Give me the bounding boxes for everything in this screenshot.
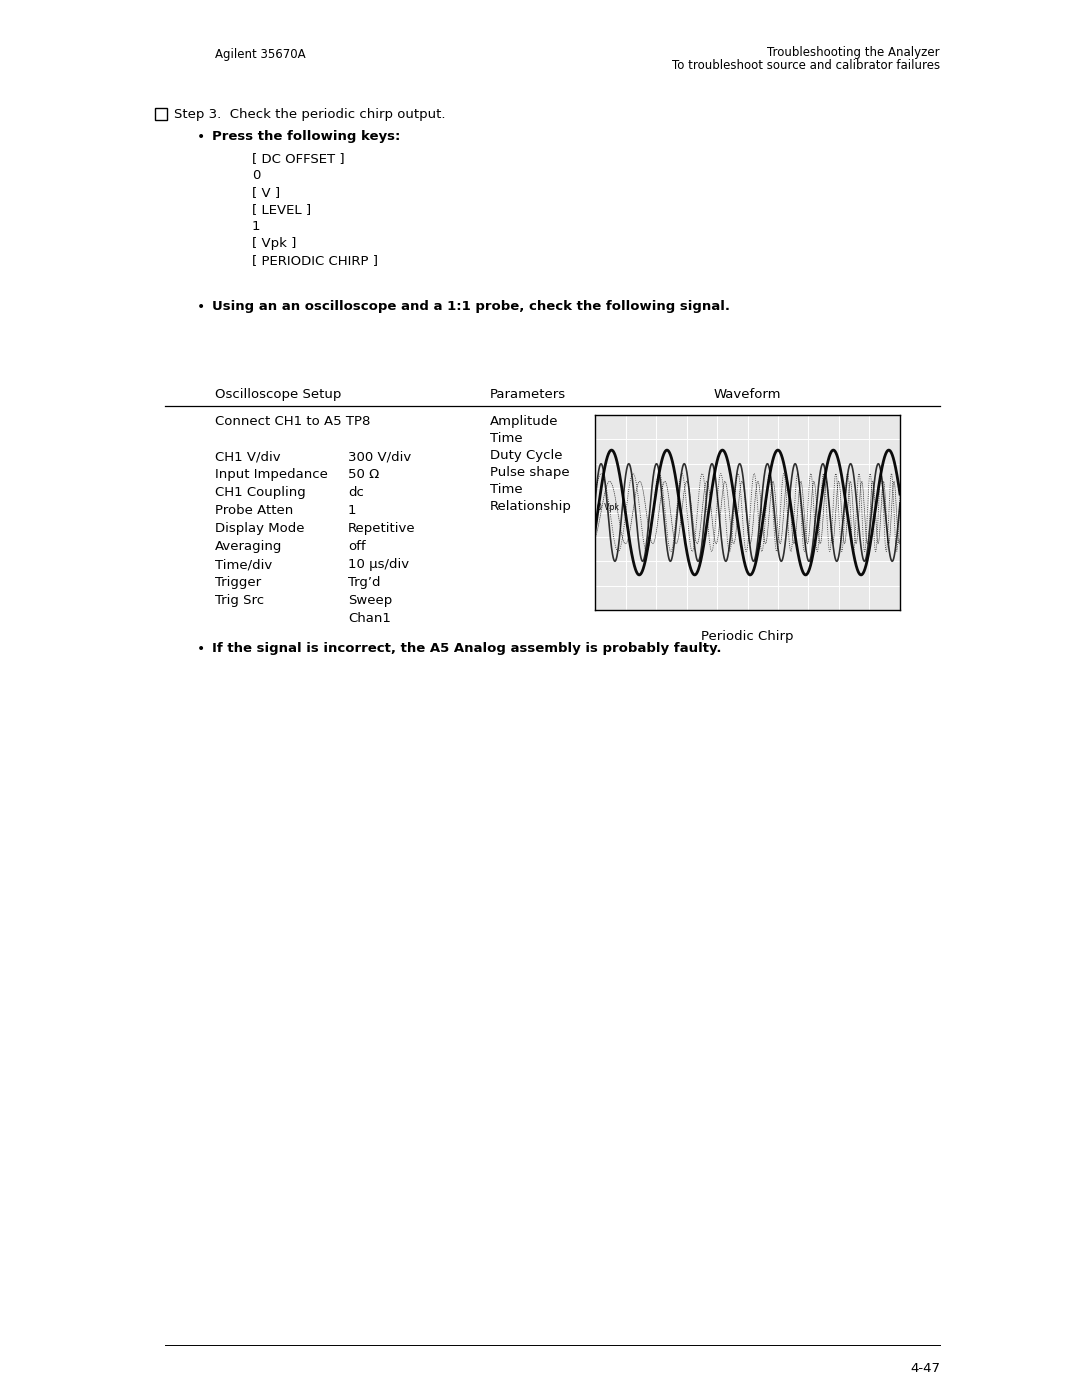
Text: •: • — [197, 300, 205, 314]
Bar — [156, 108, 167, 120]
Text: Trig Src: Trig Src — [215, 594, 265, 608]
Text: Trigger: Trigger — [215, 576, 261, 590]
Text: Time: Time — [490, 432, 523, 446]
Text: Time/div: Time/div — [215, 557, 272, 571]
Text: 10 μs/div: 10 μs/div — [348, 557, 409, 571]
Text: Repetitive: Repetitive — [348, 522, 416, 535]
Text: Pulse shape: Pulse shape — [490, 467, 569, 479]
Text: Trg’d: Trg’d — [348, 576, 380, 590]
Text: [ Vpk ]: [ Vpk ] — [252, 237, 296, 250]
Text: Troubleshooting the Analyzer: Troubleshooting the Analyzer — [768, 46, 940, 59]
Text: Display Mode: Display Mode — [215, 522, 305, 535]
Text: [ DC OFFSET ]: [ DC OFFSET ] — [252, 152, 345, 165]
Text: Parameters: Parameters — [490, 388, 566, 401]
Text: 4-47: 4-47 — [910, 1362, 940, 1375]
Text: 0 Vpk: 0 Vpk — [597, 503, 619, 511]
Text: Step 3.  Check the periodic chirp output.: Step 3. Check the periodic chirp output. — [174, 108, 446, 122]
Text: 50 Ω: 50 Ω — [348, 468, 379, 481]
Text: [ LEVEL ]: [ LEVEL ] — [252, 203, 311, 217]
Text: •: • — [197, 130, 205, 144]
Text: Chan1: Chan1 — [348, 612, 391, 624]
Text: Press the following keys:: Press the following keys: — [212, 130, 401, 142]
Text: Averaging: Averaging — [215, 541, 282, 553]
Text: To troubleshoot source and calibrator failures: To troubleshoot source and calibrator fa… — [672, 59, 940, 73]
Text: Amplitude: Amplitude — [490, 415, 558, 427]
Text: Agilent 35670A: Agilent 35670A — [215, 47, 306, 61]
Text: 1: 1 — [348, 504, 356, 517]
Text: Probe Atten: Probe Atten — [215, 504, 294, 517]
Text: Connect CH1 to A5 TP8: Connect CH1 to A5 TP8 — [215, 415, 370, 427]
Text: Oscilloscope Setup: Oscilloscope Setup — [215, 388, 341, 401]
Text: Using an an oscilloscope and a 1:1 probe, check the following signal.: Using an an oscilloscope and a 1:1 probe… — [212, 300, 730, 313]
Text: [ PERIODIC CHIRP ]: [ PERIODIC CHIRP ] — [252, 254, 378, 267]
Text: Sweep: Sweep — [348, 594, 392, 608]
Text: Relationship: Relationship — [490, 500, 572, 513]
Text: Waveform: Waveform — [714, 388, 781, 401]
Text: 300 V/div: 300 V/div — [348, 450, 411, 462]
Text: Periodic Chirp: Periodic Chirp — [701, 630, 794, 643]
Text: off: off — [348, 541, 366, 553]
Text: [ V ]: [ V ] — [252, 186, 280, 198]
Text: CH1 V/div: CH1 V/div — [215, 450, 281, 462]
Text: Input Impedance: Input Impedance — [215, 468, 328, 481]
Text: 1: 1 — [252, 219, 260, 233]
Text: Time: Time — [490, 483, 523, 496]
Text: Duty Cycle: Duty Cycle — [490, 448, 563, 462]
Text: dc: dc — [348, 486, 364, 499]
Text: 0: 0 — [252, 169, 260, 182]
Text: If the signal is incorrect, the A5 Analog assembly is probably faulty.: If the signal is incorrect, the A5 Analo… — [212, 643, 721, 655]
Text: CH1 Coupling: CH1 Coupling — [215, 486, 306, 499]
Text: •: • — [197, 643, 205, 657]
